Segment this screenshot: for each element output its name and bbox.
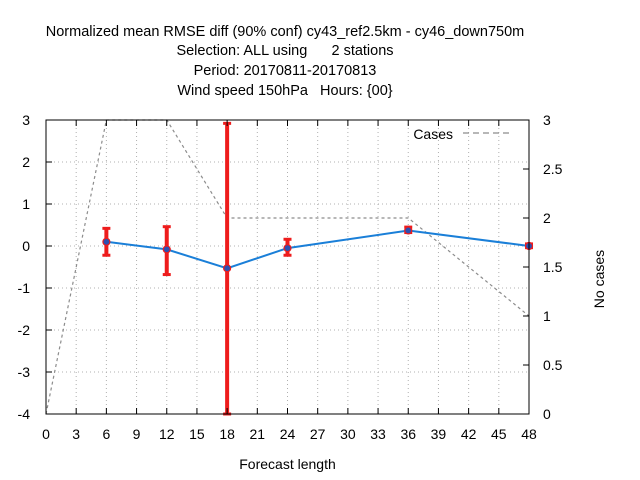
x-tick-label-45: 45 bbox=[491, 426, 507, 442]
y-tick-label-minus4: -4 bbox=[18, 406, 31, 422]
diff-point-6 bbox=[102, 237, 111, 246]
y2-tick-label-1: 1 bbox=[543, 308, 551, 324]
x-tick-label-3: 3 bbox=[72, 426, 80, 442]
chart-title: Normalized mean RMSE diff (90% conf) cy4… bbox=[46, 24, 524, 99]
title-line-2: Selection: ALL using 2 stations bbox=[176, 43, 393, 59]
x-tick-label-24: 24 bbox=[280, 426, 296, 442]
x-tick-label-36: 36 bbox=[400, 426, 416, 442]
diff-line bbox=[106, 229, 530, 270]
diff-point-36 bbox=[404, 226, 413, 235]
diff-point-12 bbox=[162, 245, 171, 254]
y2-tick-label-1p5: 1.5 bbox=[543, 259, 563, 275]
y-tick-label-minus1: -1 bbox=[18, 280, 31, 296]
x-tick-label-0: 0 bbox=[42, 426, 50, 442]
x-tick-label-12: 12 bbox=[159, 426, 175, 442]
title-line-3: Period: 20170811-20170813 bbox=[194, 63, 377, 79]
x-tick-label-9: 9 bbox=[133, 426, 141, 442]
diff-series bbox=[102, 121, 534, 416]
y2-tick-label-0p5: 0.5 bbox=[543, 357, 563, 373]
x-tick-label-15: 15 bbox=[189, 426, 205, 442]
x-tick-label-48: 48 bbox=[521, 426, 537, 442]
y-tick-label-3: 3 bbox=[22, 112, 30, 128]
x-axis-label: Forecast length bbox=[239, 456, 336, 472]
x-tick-label-6: 6 bbox=[102, 426, 110, 442]
x-tick-label-18: 18 bbox=[219, 426, 235, 442]
x-tick-label-30: 30 bbox=[340, 426, 356, 442]
y2-tick-label-3: 3 bbox=[543, 112, 551, 128]
x-tick-label-27: 27 bbox=[310, 426, 326, 442]
y2-tick-label-2: 2 bbox=[543, 210, 551, 226]
y-tick-label-0: 0 bbox=[22, 238, 30, 254]
y-tick-label-minus2: -2 bbox=[18, 322, 31, 338]
axis-ticks: 0 3 6 9 12 15 18 21 24 27 30 33 36 39 42 45 48-4-3-2-101… bbox=[18, 112, 563, 442]
x-tick-label-21: 21 bbox=[250, 426, 266, 442]
diff-point-18 bbox=[223, 264, 232, 273]
diff-point-24 bbox=[283, 244, 292, 253]
legend-label-cases: Cases bbox=[413, 126, 453, 142]
y-tick-label-minus3: -3 bbox=[18, 364, 31, 380]
y2-axis-label: No cases bbox=[591, 250, 607, 308]
title-line-4: Wind speed 150hPa Hours: {00} bbox=[177, 83, 392, 99]
title-line-1: Normalized mean RMSE diff (90% conf) cy4… bbox=[46, 24, 524, 40]
legend: Cases bbox=[413, 126, 512, 142]
x-tick-label-42: 42 bbox=[461, 426, 477, 442]
y-tick-label-1: 1 bbox=[22, 196, 30, 212]
y2-tick-label-0: 0 bbox=[543, 406, 551, 422]
y-tick-label-2: 2 bbox=[22, 154, 30, 170]
grid-lines bbox=[46, 120, 529, 414]
x-tick-label-33: 33 bbox=[370, 426, 386, 442]
x-tick-label-39: 39 bbox=[431, 426, 447, 442]
y2-tick-label-2p5: 2.5 bbox=[543, 161, 563, 177]
